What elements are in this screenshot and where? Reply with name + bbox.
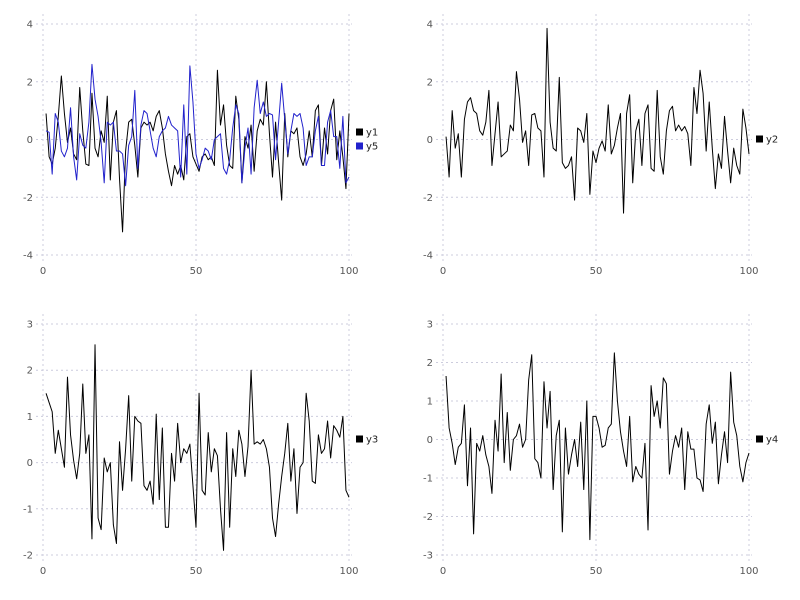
series-line-y2 bbox=[445, 27, 750, 214]
x-tick-label: 0 bbox=[40, 266, 46, 277]
x-tick-label: 0 bbox=[440, 266, 446, 277]
subplot-y4: 0 50 100 -3 -2 -1 0 1 2 3 y4 bbox=[400, 300, 800, 600]
legend-swatch-y4 bbox=[756, 435, 763, 443]
series-line-y4 bbox=[445, 352, 750, 541]
y-tick-label: -3 bbox=[423, 551, 433, 562]
y-tick-label: 0 bbox=[427, 135, 433, 146]
legend-swatch-y5 bbox=[356, 142, 363, 150]
y-tick-label: -2 bbox=[23, 551, 33, 562]
subplot-y2: 0 50 100 -4 -2 0 2 4 y2 bbox=[400, 0, 800, 300]
y-tick-label: 2 bbox=[27, 77, 33, 88]
x-tick-label: 0 bbox=[40, 566, 46, 577]
x-tick-label: 100 bbox=[339, 266, 358, 277]
subplot-y3: 0 50 100 -2 -1 0 1 2 3 y3 bbox=[0, 300, 400, 600]
x-tick-label: 100 bbox=[739, 266, 758, 277]
y-tick-label: 4 bbox=[427, 20, 433, 31]
y-tick-label: 3 bbox=[27, 320, 33, 331]
x-tick-label: 100 bbox=[339, 566, 358, 577]
y-tick-label: -4 bbox=[23, 251, 33, 262]
subplot-y3-canvas: 0 50 100 -2 -1 0 1 2 3 y3 bbox=[23, 314, 378, 577]
legend-label-y2: y2 bbox=[766, 135, 778, 146]
legend-label-y5: y5 bbox=[366, 142, 378, 153]
x-tick-label: 50 bbox=[590, 566, 603, 577]
legend-swatch-y3 bbox=[356, 435, 363, 443]
legend-label-y4: y4 bbox=[766, 435, 778, 446]
legend-label-y3: y3 bbox=[366, 435, 378, 446]
x-tick-label: 0 bbox=[440, 566, 446, 577]
x-tick-label: 50 bbox=[590, 266, 603, 277]
subplot-y4-canvas: 0 50 100 -3 -2 -1 0 1 2 3 y4 bbox=[423, 314, 778, 577]
y-tick-label: 3 bbox=[427, 320, 433, 331]
y-tick-label: -2 bbox=[423, 512, 433, 523]
y-tick-label: 1 bbox=[27, 412, 33, 423]
y-tick-label: 2 bbox=[427, 358, 433, 369]
y-tick-label: -1 bbox=[23, 504, 33, 515]
y-tick-label: -4 bbox=[423, 251, 433, 262]
legend-swatch-y1 bbox=[356, 128, 363, 136]
subplot-y2-canvas: 0 50 100 -4 -2 0 2 4 y2 bbox=[423, 14, 778, 277]
legend-swatch-y2 bbox=[756, 135, 763, 143]
y-tick-label: 0 bbox=[427, 435, 433, 446]
y-tick-label: -2 bbox=[23, 193, 33, 204]
subplot-y1-y5: 0 50 100 -4 -2 0 2 4 y1 y5 bbox=[0, 0, 400, 300]
y-tick-label: 0 bbox=[27, 135, 33, 146]
y-tick-label: -1 bbox=[423, 474, 433, 485]
y-tick-label: 0 bbox=[27, 458, 33, 469]
y-tick-label: 2 bbox=[27, 366, 33, 377]
series-line-y1 bbox=[45, 69, 350, 233]
subplot-y1-y5-canvas: 0 50 100 -4 -2 0 2 4 y1 y5 bbox=[23, 14, 378, 277]
series-line-y3 bbox=[45, 344, 350, 551]
x-tick-label: 50 bbox=[190, 566, 203, 577]
y-tick-label: 4 bbox=[27, 20, 33, 31]
x-tick-label: 100 bbox=[739, 566, 758, 577]
x-tick-label: 50 bbox=[190, 266, 203, 277]
y-tick-label: -2 bbox=[423, 193, 433, 204]
y-tick-label: 2 bbox=[427, 77, 433, 88]
series-line-y5 bbox=[45, 63, 350, 187]
y-tick-label: 1 bbox=[427, 397, 433, 408]
legend-label-y1: y1 bbox=[366, 128, 378, 139]
